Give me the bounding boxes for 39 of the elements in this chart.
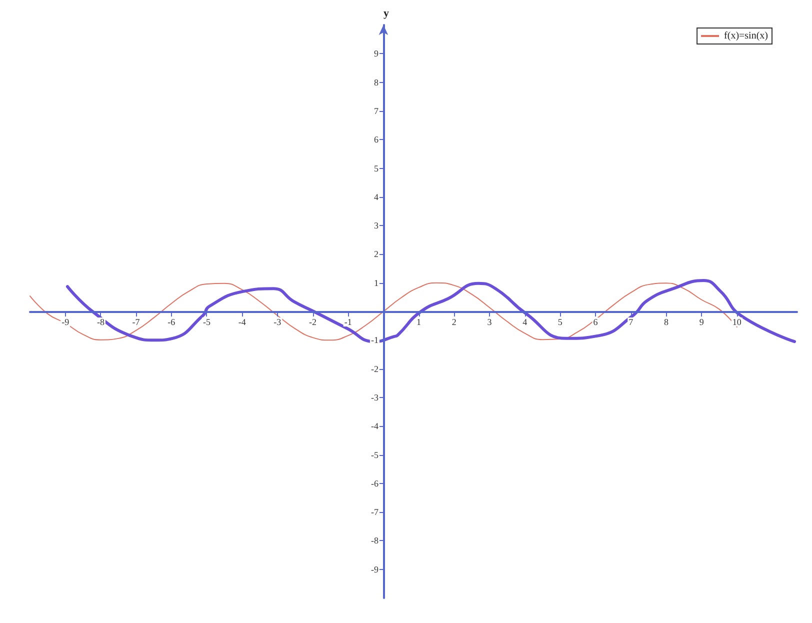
y-tick-label: 7 [374, 106, 379, 116]
x-tick-label: -7 [132, 317, 140, 327]
y-tick-label: -8 [370, 536, 379, 546]
x-tick-label: 8 [664, 317, 669, 327]
y-tick-label: -2 [370, 364, 378, 374]
y-tick-label: 1 [374, 278, 378, 288]
y-tick-label: 8 [374, 77, 379, 88]
x-tick-label: -6 [168, 317, 176, 327]
x-tick-label: 3 [487, 317, 492, 327]
x-tick-label: 7 [628, 317, 634, 327]
y-tick-label: 9 [374, 48, 379, 59]
y-tick-label: 5 [374, 163, 379, 174]
y-tick-label: 3 [374, 220, 379, 231]
y-tick-label: 2 [374, 249, 378, 260]
x-tick-label: -8 [96, 317, 105, 327]
y-tick-label: -7 [370, 507, 379, 518]
x-tick-label: -1 [344, 317, 352, 327]
y-axis-title: y [383, 8, 390, 20]
legend-label: f(x)=sin(x) [724, 30, 768, 42]
y-tick-label: -9 [370, 564, 379, 574]
y-tick-label: -3 [370, 392, 379, 402]
y-tick-label: 4 [374, 192, 379, 202]
x-tick-label: 6 [593, 317, 598, 327]
x-tick-label: 4 [522, 317, 528, 327]
x-tick-label: -3 [274, 317, 282, 327]
x-tick-label: 5 [558, 317, 563, 327]
x-tick-label: 10 [732, 317, 742, 327]
y-tick-label: -4 [370, 421, 379, 432]
y-tick-label: -5 [370, 450, 379, 460]
x-tick-label: -9 [62, 317, 70, 327]
y-tick-label: -6 [370, 478, 379, 488]
x-tick-label: -2 [309, 317, 317, 327]
y-tick-label: 6 [374, 134, 379, 145]
y-tick-label: -1 [370, 335, 378, 346]
x-tick-label: 9 [699, 317, 704, 327]
x-tick-label: 2 [452, 317, 456, 327]
x-tick-label: 1 [416, 317, 422, 327]
x-tick-label: -5 [202, 317, 211, 327]
x-tick-label: -4 [238, 317, 246, 327]
